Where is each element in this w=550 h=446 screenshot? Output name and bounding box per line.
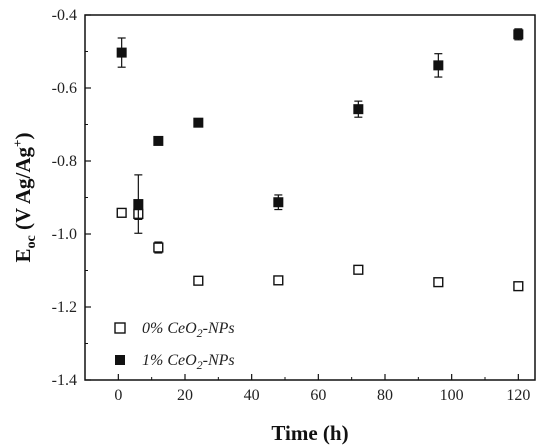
y-tick-label: -0.6 bbox=[52, 80, 77, 97]
data-point-1pct bbox=[133, 199, 144, 210]
legend-label-1-prefix: 1% CeO bbox=[142, 352, 197, 369]
legend-label-0-sub: 2 bbox=[197, 326, 203, 340]
x-tick-label: 60 bbox=[310, 387, 326, 404]
data-point-0pct bbox=[116, 207, 127, 218]
data-point-0pct bbox=[433, 277, 444, 288]
y-axis-title-main: E bbox=[11, 248, 35, 262]
y-axis-title: Eoc (V Ag/Ag+) bbox=[10, 133, 39, 263]
x-tick-label: 80 bbox=[377, 387, 393, 404]
x-tick-label: 40 bbox=[244, 387, 260, 404]
data-point-0pct bbox=[153, 242, 164, 253]
y-tick-label: -0.4 bbox=[52, 7, 77, 24]
x-tick-label: 20 bbox=[177, 387, 193, 404]
y-tick-label: -1.0 bbox=[52, 226, 77, 243]
data-point-0pct bbox=[273, 275, 284, 286]
y-tick-label: -1.4 bbox=[52, 372, 77, 389]
axis-ticks: 0 20 40 60 80 100 120 -1.4 -1.2 -1.0 -0.8 -0.6 -0.4 bbox=[52, 7, 531, 404]
data-point-1pct bbox=[433, 60, 444, 71]
data-points bbox=[116, 28, 524, 292]
x-tick-label: 120 bbox=[506, 387, 530, 404]
x-tick-label: 100 bbox=[440, 387, 464, 404]
legend-marker-open-square bbox=[114, 322, 126, 334]
y-axis-title-close: ) bbox=[11, 133, 35, 140]
y-axis-title-sub: oc bbox=[24, 235, 39, 248]
legend-label-1-sub: 2 bbox=[197, 358, 203, 372]
legend-label-0-suffix: -NPs bbox=[203, 320, 235, 337]
data-point-1pct bbox=[193, 117, 204, 128]
y-tick-label: -1.2 bbox=[52, 299, 77, 316]
legend-label-1: 1% CeO2-NPs bbox=[142, 352, 235, 372]
data-point-0pct bbox=[353, 264, 364, 275]
legend-label-0: 0% CeO2-NPs bbox=[142, 320, 235, 340]
legend-item-0: 0% CeO2-NPs bbox=[114, 320, 235, 340]
x-tick-label: 0 bbox=[114, 387, 122, 404]
data-point-0pct bbox=[513, 281, 524, 292]
legend-item-1: 1% CeO2-NPs bbox=[115, 352, 235, 372]
data-point-0pct bbox=[193, 275, 204, 286]
y-axis-title-sup: + bbox=[10, 140, 25, 147]
x-axis-title: Time (h) bbox=[271, 421, 348, 445]
legend-label-1-suffix: -NPs bbox=[203, 352, 235, 369]
data-point-1pct bbox=[273, 197, 284, 208]
y-axis-title-paren: (V Ag/Ag bbox=[11, 146, 35, 235]
data-point-1pct bbox=[353, 104, 364, 115]
data-point-1pct bbox=[153, 135, 164, 146]
legend-label-0-prefix: 0% CeO bbox=[142, 320, 197, 337]
legend-marker-filled-square bbox=[115, 355, 125, 365]
data-point-1pct bbox=[116, 47, 127, 58]
legend: 0% CeO2-NPs 1% CeO2-NPs bbox=[114, 320, 235, 372]
data-point-1pct bbox=[513, 29, 524, 40]
y-tick-label: -0.8 bbox=[52, 153, 77, 170]
